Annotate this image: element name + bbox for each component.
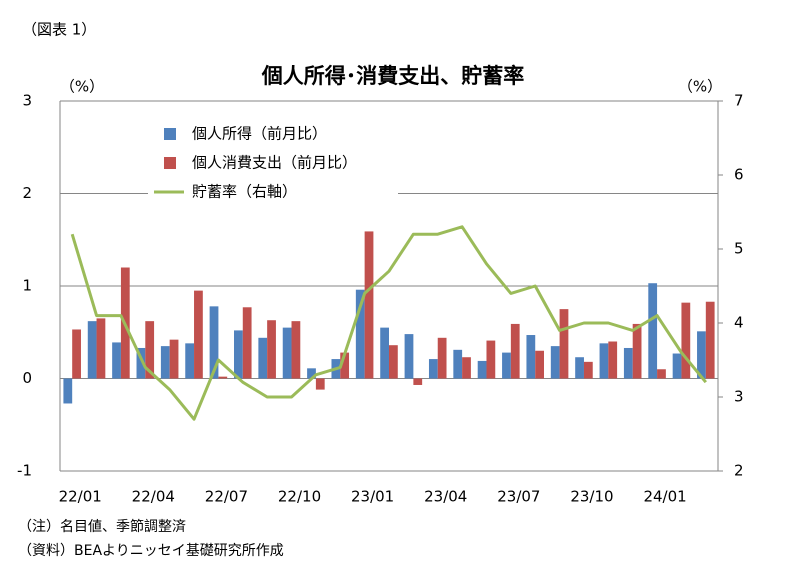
line-series xyxy=(70,225,707,421)
figure-label: （図表 1） xyxy=(22,21,96,39)
bar xyxy=(234,330,243,379)
bar xyxy=(404,334,414,379)
bar xyxy=(267,320,276,379)
bar xyxy=(657,369,666,379)
x-tick-label: 22/01 xyxy=(59,488,102,506)
bar xyxy=(428,359,438,379)
bar xyxy=(169,339,179,379)
y2-unit: （%） xyxy=(678,78,722,96)
bar xyxy=(486,340,496,379)
bar xyxy=(355,289,365,379)
x-tick-label: 22/04 xyxy=(132,488,175,506)
bar xyxy=(136,347,146,379)
bar xyxy=(185,343,195,379)
bar xyxy=(462,357,471,379)
bar xyxy=(583,361,593,379)
y-tick-label: 3 xyxy=(22,92,32,110)
bar xyxy=(194,290,203,379)
bar xyxy=(160,346,170,379)
legend-label: 個人消費支出（前月比） xyxy=(192,154,357,172)
bar xyxy=(623,347,633,379)
bar xyxy=(112,342,121,379)
chart-title: 個人所得･消費支出、貯蓄率 xyxy=(261,64,525,88)
bar xyxy=(340,352,350,379)
y-tick-label: -1 xyxy=(17,462,32,480)
bar xyxy=(632,323,642,379)
bar xyxy=(526,335,536,379)
bar xyxy=(453,349,463,379)
y2-tick-label: 6 xyxy=(734,166,744,184)
bar xyxy=(705,301,715,379)
bar xyxy=(477,360,487,379)
y2-tick-label: 4 xyxy=(734,314,744,332)
legend-label: 個人所得（前月比） xyxy=(192,125,327,143)
y2-tick-label: 2 xyxy=(734,462,744,480)
bar xyxy=(63,378,73,404)
bar xyxy=(96,318,106,379)
bar xyxy=(87,321,97,379)
bar xyxy=(510,323,520,379)
y2-tick-label: 5 xyxy=(734,240,744,258)
bar xyxy=(599,343,609,379)
bar xyxy=(413,378,423,385)
bar xyxy=(242,307,252,379)
bar xyxy=(437,337,447,379)
bar xyxy=(307,368,316,379)
note: （資料）BEAよりニッセイ基礎研究所作成 xyxy=(18,542,284,559)
bar xyxy=(559,309,569,379)
legend-label: 貯蓄率（右軸） xyxy=(192,183,297,201)
y-tick-label: 2 xyxy=(22,184,32,202)
legend-swatch xyxy=(164,128,176,140)
bar xyxy=(380,327,389,379)
y2-tick-label: 3 xyxy=(734,388,744,406)
x-tick-label: 22/07 xyxy=(205,488,248,506)
bar xyxy=(575,357,584,379)
x-tick-label: 23/01 xyxy=(351,488,394,506)
x-tick-label: 22/10 xyxy=(278,488,321,506)
x-tick-label: 23/10 xyxy=(570,488,613,506)
bar xyxy=(648,283,658,379)
bar xyxy=(291,321,301,379)
bar xyxy=(681,302,691,379)
bar xyxy=(535,350,544,379)
y-tick-label: 0 xyxy=(22,369,32,387)
bar xyxy=(550,346,560,379)
x-tick-label: 23/07 xyxy=(497,488,540,506)
bar xyxy=(389,345,398,379)
bar xyxy=(315,378,325,390)
legend-swatch xyxy=(164,157,176,169)
bar xyxy=(608,341,618,379)
bar xyxy=(145,321,155,379)
bar xyxy=(258,337,268,379)
bar xyxy=(697,331,706,379)
y2-tick-label: 7 xyxy=(734,92,744,110)
note: （注）名目値、季節調整済 xyxy=(18,518,186,535)
bar xyxy=(282,327,292,379)
y-tick-label: 1 xyxy=(22,277,32,295)
x-tick-label: 24/01 xyxy=(643,488,686,506)
y-unit: （%） xyxy=(60,78,104,96)
bar xyxy=(364,231,374,379)
bar xyxy=(209,306,219,379)
legend-box xyxy=(148,120,398,216)
bar xyxy=(218,376,228,379)
x-tick-label: 23/04 xyxy=(424,488,467,506)
bar xyxy=(72,329,81,379)
bar xyxy=(502,352,511,379)
bar xyxy=(672,353,682,379)
